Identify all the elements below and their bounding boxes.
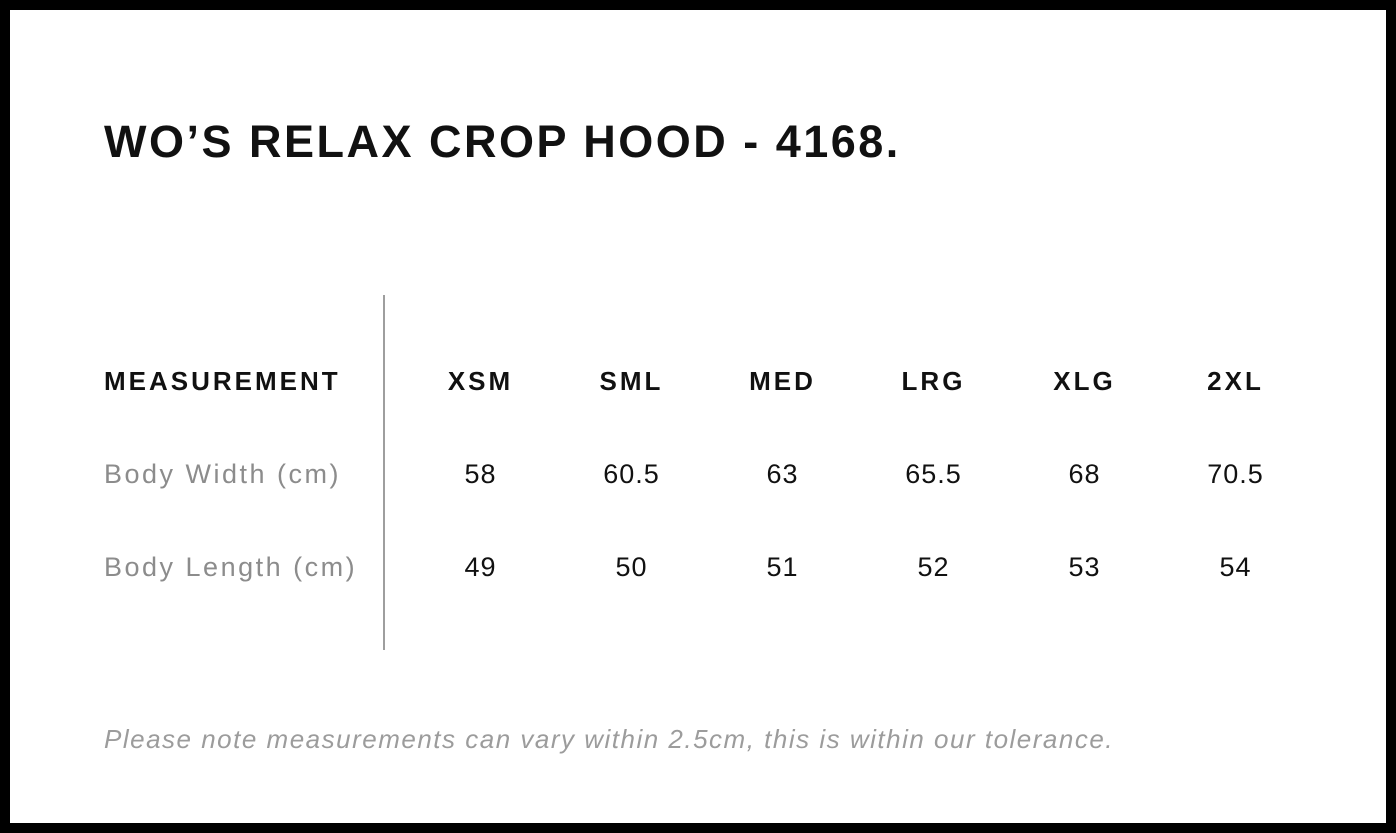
column-header-lrg: LRG (901, 366, 966, 396)
body-length-xsm: 49 (464, 552, 497, 582)
column-header-sml: SML (599, 366, 664, 396)
row-label-body-width: Body Width (cm) (104, 459, 342, 489)
body-length-lrg: 52 (917, 552, 950, 582)
column-header-2xl: 2XL (1207, 366, 1264, 396)
body-width-xlg: 68 (1068, 459, 1101, 489)
size-chart-table: MEASUREMENT XSM SML MED LRG XLG 2XL Body… (104, 335, 1311, 614)
row-label-body-length: Body Length (cm) (104, 552, 358, 582)
body-width-2xl: 70.5 (1207, 459, 1264, 489)
body-width-xsm: 58 (464, 459, 497, 489)
body-width-lrg: 65.5 (905, 459, 962, 489)
column-header-measurement: MEASUREMENT (104, 366, 341, 396)
column-header-xsm: XSM (447, 366, 514, 396)
page-title: WO’S RELAX CROP HOOD - 4168. (104, 116, 901, 167)
body-width-sml: 60.5 (603, 459, 660, 489)
body-length-med: 51 (766, 552, 799, 582)
body-length-2xl: 54 (1219, 552, 1252, 582)
column-header-xlg: XLG (1053, 366, 1116, 396)
body-length-xlg: 53 (1068, 552, 1101, 582)
column-header-med: MED (749, 366, 816, 396)
body-length-sml: 50 (615, 552, 648, 582)
body-width-med: 63 (766, 459, 799, 489)
tolerance-note: Please note measurements can vary within… (104, 724, 1115, 754)
table-column-divider (383, 295, 385, 650)
